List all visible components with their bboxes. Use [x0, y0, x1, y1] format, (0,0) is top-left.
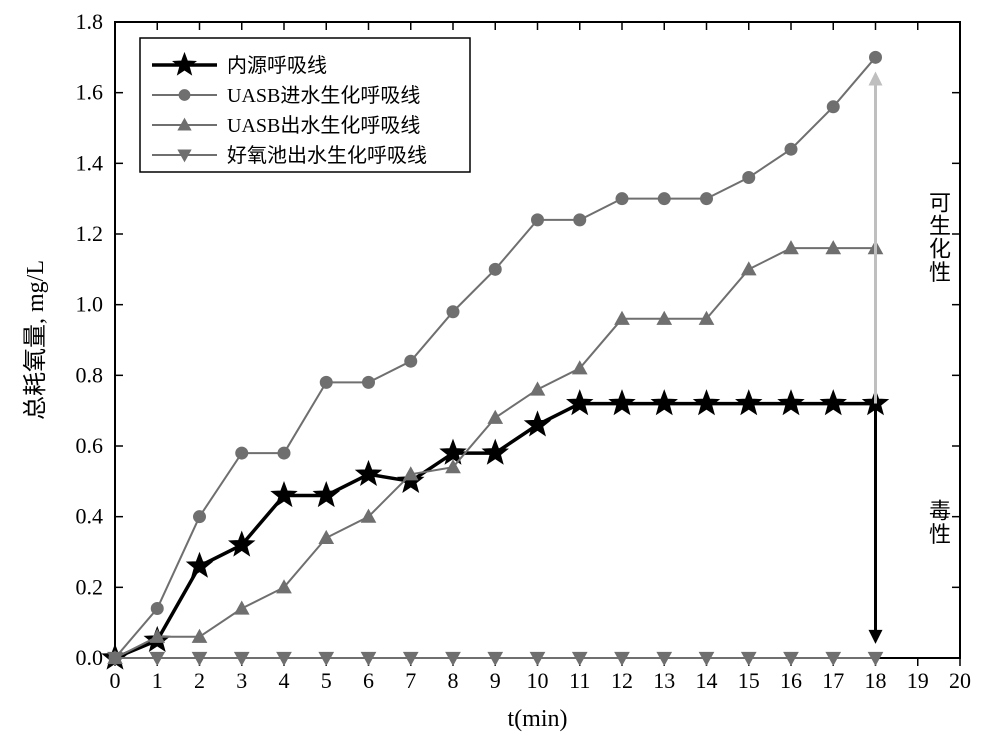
x-tick-label: 16	[780, 668, 802, 693]
x-tick-label: 5	[321, 668, 332, 693]
y-tick-label: 0.2	[76, 574, 104, 599]
y-tick-label: 1.8	[76, 9, 104, 34]
y-tick-label: 0.6	[76, 433, 104, 458]
x-tick-label: 1	[152, 668, 163, 693]
toxicity-label: 毒性	[929, 499, 951, 547]
svg-text:性: 性	[929, 260, 951, 285]
x-tick-label: 0	[110, 668, 121, 693]
toxicity-arrow	[869, 404, 883, 644]
y-tick-label: 0.0	[76, 645, 104, 670]
y-axis-label: 总耗氧量, mg/L	[22, 260, 49, 420]
y-tick-label: 1.6	[76, 80, 104, 105]
x-axis-label: t(min)	[508, 706, 568, 732]
x-tick-label: 9	[490, 668, 501, 693]
x-tick-label: 12	[611, 668, 633, 693]
y-tick-label: 1.4	[76, 150, 104, 175]
x-tick-label: 17	[822, 668, 844, 693]
x-tick-label: 6	[363, 668, 374, 693]
svg-text:性: 性	[929, 522, 951, 547]
y-tick-label: 1.2	[76, 221, 104, 246]
legend-label: 好氧池出水生化呼吸线	[227, 144, 427, 167]
y-tick-label: 0.4	[76, 504, 104, 529]
series-endogenous	[103, 391, 888, 669]
x-tick-label: 13	[653, 668, 675, 693]
x-tick-label: 3	[236, 668, 247, 693]
chart-container: 01234567891011121314151617181920t(min)0.…	[0, 0, 1000, 747]
biodegradability-label: 可生化性	[929, 191, 951, 285]
x-tick-label: 11	[569, 668, 590, 693]
svg-text:毒: 毒	[929, 499, 951, 524]
line-chart: 01234567891011121314151617181920t(min)0.…	[0, 0, 1000, 747]
x-tick-label: 18	[865, 668, 887, 693]
x-tick-label: 19	[907, 668, 929, 693]
legend-label: UASB出水生化呼吸线	[227, 114, 420, 137]
x-tick-label: 2	[194, 668, 205, 693]
x-tick-label: 4	[279, 668, 290, 693]
y-tick-label: 1.0	[76, 292, 104, 317]
biodegradability-arrow	[869, 71, 883, 403]
series-aerobic-out	[108, 652, 883, 665]
y-tick-label: 0.8	[76, 362, 104, 387]
x-tick-label: 7	[405, 668, 416, 693]
legend-label: 内源呼吸线	[227, 54, 327, 77]
svg-text:化: 化	[929, 237, 951, 262]
x-tick-label: 8	[448, 668, 459, 693]
x-tick-label: 10	[527, 668, 549, 693]
x-tick-label: 20	[949, 668, 971, 693]
legend: 内源呼吸线 UASB进水生化呼吸线 UASB出水生化呼吸线好氧池出水生化呼吸线	[140, 38, 470, 172]
legend-label: UASB进水生化呼吸线	[227, 84, 420, 107]
svg-text:生: 生	[929, 214, 951, 239]
x-tick-label: 15	[738, 668, 760, 693]
svg-text:可: 可	[929, 191, 951, 216]
x-tick-label: 14	[696, 668, 718, 693]
